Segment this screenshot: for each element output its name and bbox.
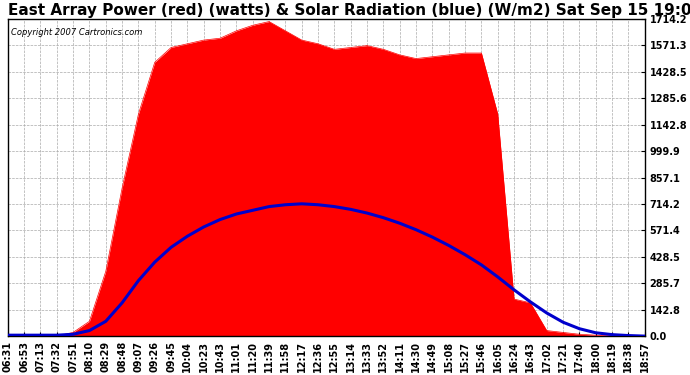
Text: East Array Power (red) (watts) & Solar Radiation (blue) (W/m2) Sat Sep 15 19:00: East Array Power (red) (watts) & Solar R… bbox=[8, 3, 690, 18]
Text: Copyright 2007 Cartronics.com: Copyright 2007 Cartronics.com bbox=[11, 28, 142, 38]
